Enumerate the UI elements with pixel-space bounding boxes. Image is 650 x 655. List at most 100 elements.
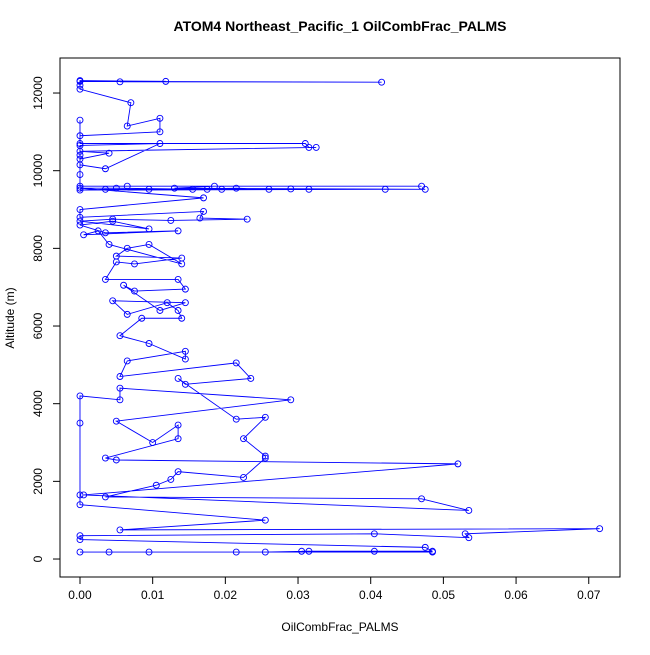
series-line (79, 80, 600, 553)
point (105, 548, 113, 556)
point (76, 182, 84, 190)
point (305, 143, 313, 151)
point (178, 314, 186, 322)
point (76, 548, 84, 556)
point (210, 182, 218, 190)
point (174, 227, 182, 235)
point (76, 536, 84, 544)
point (76, 77, 84, 85)
point (181, 285, 189, 293)
point (200, 208, 207, 215)
point (305, 185, 313, 193)
point (123, 122, 131, 130)
point (76, 491, 84, 499)
point (287, 185, 295, 193)
y-tick-label: 12000 (31, 76, 45, 110)
point (465, 534, 473, 542)
point (116, 373, 124, 380)
x-tick-label: 0.00 (68, 588, 92, 602)
point (261, 516, 269, 524)
point (123, 357, 131, 365)
point (112, 417, 120, 425)
point (156, 114, 164, 122)
point (156, 128, 164, 136)
x-tick-label: 0.07 (577, 588, 601, 602)
y-tick-label: 2000 (31, 468, 45, 495)
point (163, 299, 171, 307)
point (101, 493, 109, 501)
point (261, 413, 269, 421)
point (200, 194, 207, 202)
point (174, 307, 182, 314)
point (261, 454, 269, 462)
point (116, 332, 124, 340)
point (101, 165, 109, 173)
point (174, 421, 182, 429)
point (156, 140, 164, 147)
point (240, 474, 247, 481)
point (232, 184, 240, 192)
point (145, 185, 153, 193)
point (76, 132, 84, 140)
x-tick-label: 0.01 (141, 588, 165, 602)
point (298, 547, 306, 555)
point (181, 380, 189, 388)
point (109, 297, 117, 305)
point (145, 241, 153, 248)
point (145, 548, 153, 556)
point (76, 85, 84, 93)
point (418, 495, 426, 503)
point (76, 116, 84, 124)
point (76, 161, 84, 169)
y-tick-label: 0 (31, 555, 45, 562)
point (247, 374, 255, 382)
x-axis-label: OilCombFrac_PALMS (281, 620, 398, 634)
y-axis-label: Altitude (m) (3, 287, 17, 348)
y-tick-label: 10000 (31, 154, 45, 188)
y-tick-label: 6000 (31, 312, 45, 339)
point (156, 307, 164, 314)
point (196, 214, 204, 222)
point (152, 481, 160, 489)
point (181, 355, 189, 363)
point (178, 254, 186, 262)
point (76, 81, 84, 89)
point (138, 314, 146, 322)
point (461, 530, 469, 538)
point (123, 182, 131, 190)
x-tick-label: 0.04 (359, 588, 383, 602)
point (261, 548, 269, 556)
point (429, 548, 436, 556)
point (301, 140, 309, 147)
point (131, 260, 138, 268)
point (76, 206, 84, 213)
point (381, 185, 389, 193)
point (378, 78, 386, 86)
point (232, 548, 240, 556)
point (189, 185, 197, 193)
point (305, 547, 313, 555)
point (232, 415, 240, 423)
point (76, 501, 84, 509)
point (167, 216, 175, 224)
point (312, 143, 320, 151)
point (80, 491, 88, 499)
point (76, 213, 84, 221)
point (454, 460, 462, 468)
point (112, 184, 120, 192)
point (145, 225, 153, 233)
point (116, 78, 124, 86)
point (123, 310, 131, 318)
x-tick-label: 0.02 (214, 588, 238, 602)
point (261, 452, 269, 460)
point (76, 171, 84, 179)
point (76, 419, 84, 427)
point (76, 532, 84, 540)
point (167, 475, 175, 483)
point (465, 507, 473, 514)
point (131, 287, 138, 295)
point (101, 454, 109, 462)
point (421, 185, 429, 193)
